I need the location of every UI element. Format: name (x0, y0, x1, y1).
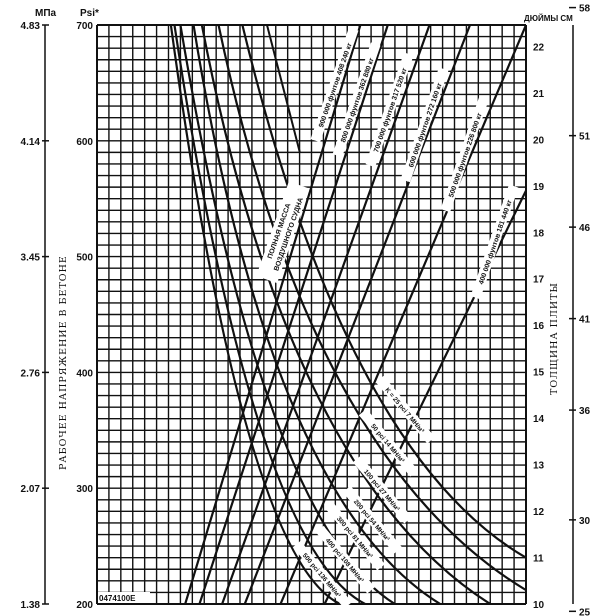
cm-tick-label: 36 (579, 406, 591, 417)
psi-tick-label: 400 (76, 368, 93, 379)
mass-line-3 (243, 25, 472, 604)
k-curve-2 (200, 25, 491, 604)
k-curve-1 (217, 25, 526, 592)
left-axis-title: РАБОЧЕЕ НАПРЯЖЕНИЕ В БЕТОНЕ (58, 255, 69, 470)
mpa-tick-label: 2.07 (21, 484, 41, 495)
psi-tick-label: 500 (76, 253, 93, 264)
psi-tick-label: 200 (76, 600, 93, 611)
cm-tick-label: 25 (579, 607, 591, 616)
k-curve-6 (169, 25, 341, 604)
axes: 1.38 2.07 2.76 3.45 4.14 4.83 200 300 400 500 600 7… (21, 4, 591, 616)
inch-tick-label: 19 (533, 182, 545, 193)
mass-line-label-4: 500 000 фунтов 226 800 кг (440, 97, 489, 213)
mass-line-label-5-text: 400 000 фунтов 181 440 кг (478, 199, 514, 285)
curves (169, 25, 526, 604)
inch-tick-label: 20 (533, 135, 545, 146)
inch-tick-label: 12 (533, 507, 545, 518)
mpa-tick-label: 2.76 (21, 368, 41, 379)
cm-tick-label: 41 (579, 315, 591, 326)
figure-code: 0474100E (99, 594, 136, 603)
group-label-leader (266, 25, 301, 154)
inch-tick-label: 22 (533, 42, 545, 53)
mass-line-1 (198, 25, 389, 604)
inch-tick-label: 18 (533, 228, 545, 239)
k-curve-3 (192, 25, 441, 604)
inch-tick-label: 21 (533, 89, 545, 100)
mpa-tick-label: 1.38 (21, 600, 41, 611)
mpa-tick-label: 4.83 (21, 21, 41, 32)
cm-tick-label: 58 (579, 4, 591, 15)
right-axis-title: ТОЛЩИНА ПЛИТЫ (549, 282, 560, 395)
inch-tick-label: 13 (533, 461, 545, 472)
thickness-header: ДЮЙМЫ СМ (524, 14, 573, 23)
inch-tick-label: 17 (533, 275, 545, 286)
mpa-tick-label: 4.14 (21, 137, 41, 148)
inch-tick-label: 11 (533, 554, 544, 565)
mpa-header: МПа (35, 8, 57, 19)
grid (96, 24, 527, 605)
mass-line-0 (184, 25, 362, 604)
mass-line-4 (279, 25, 526, 604)
cm-tick-label: 51 (579, 132, 591, 143)
cm-tick-label: 46 (579, 223, 591, 234)
psi-tick-label: 600 (76, 137, 93, 148)
psi-tick-label: 300 (76, 484, 93, 495)
mass-line-2 (221, 25, 431, 604)
psi-tick-label: 700 (76, 21, 93, 32)
inch-tick-label: 16 (533, 321, 545, 332)
mpa-tick-label: 3.45 (21, 253, 41, 264)
inch-tick-label: 10 (533, 600, 545, 611)
inch-tick-label: 14 (533, 414, 545, 425)
psi-header: Psi* (80, 8, 99, 19)
k-curve-5 (173, 25, 366, 604)
k-curve-0 (241, 25, 526, 559)
inch-tick-label: 15 (533, 368, 545, 379)
cm-tick-label: 30 (579, 516, 591, 527)
